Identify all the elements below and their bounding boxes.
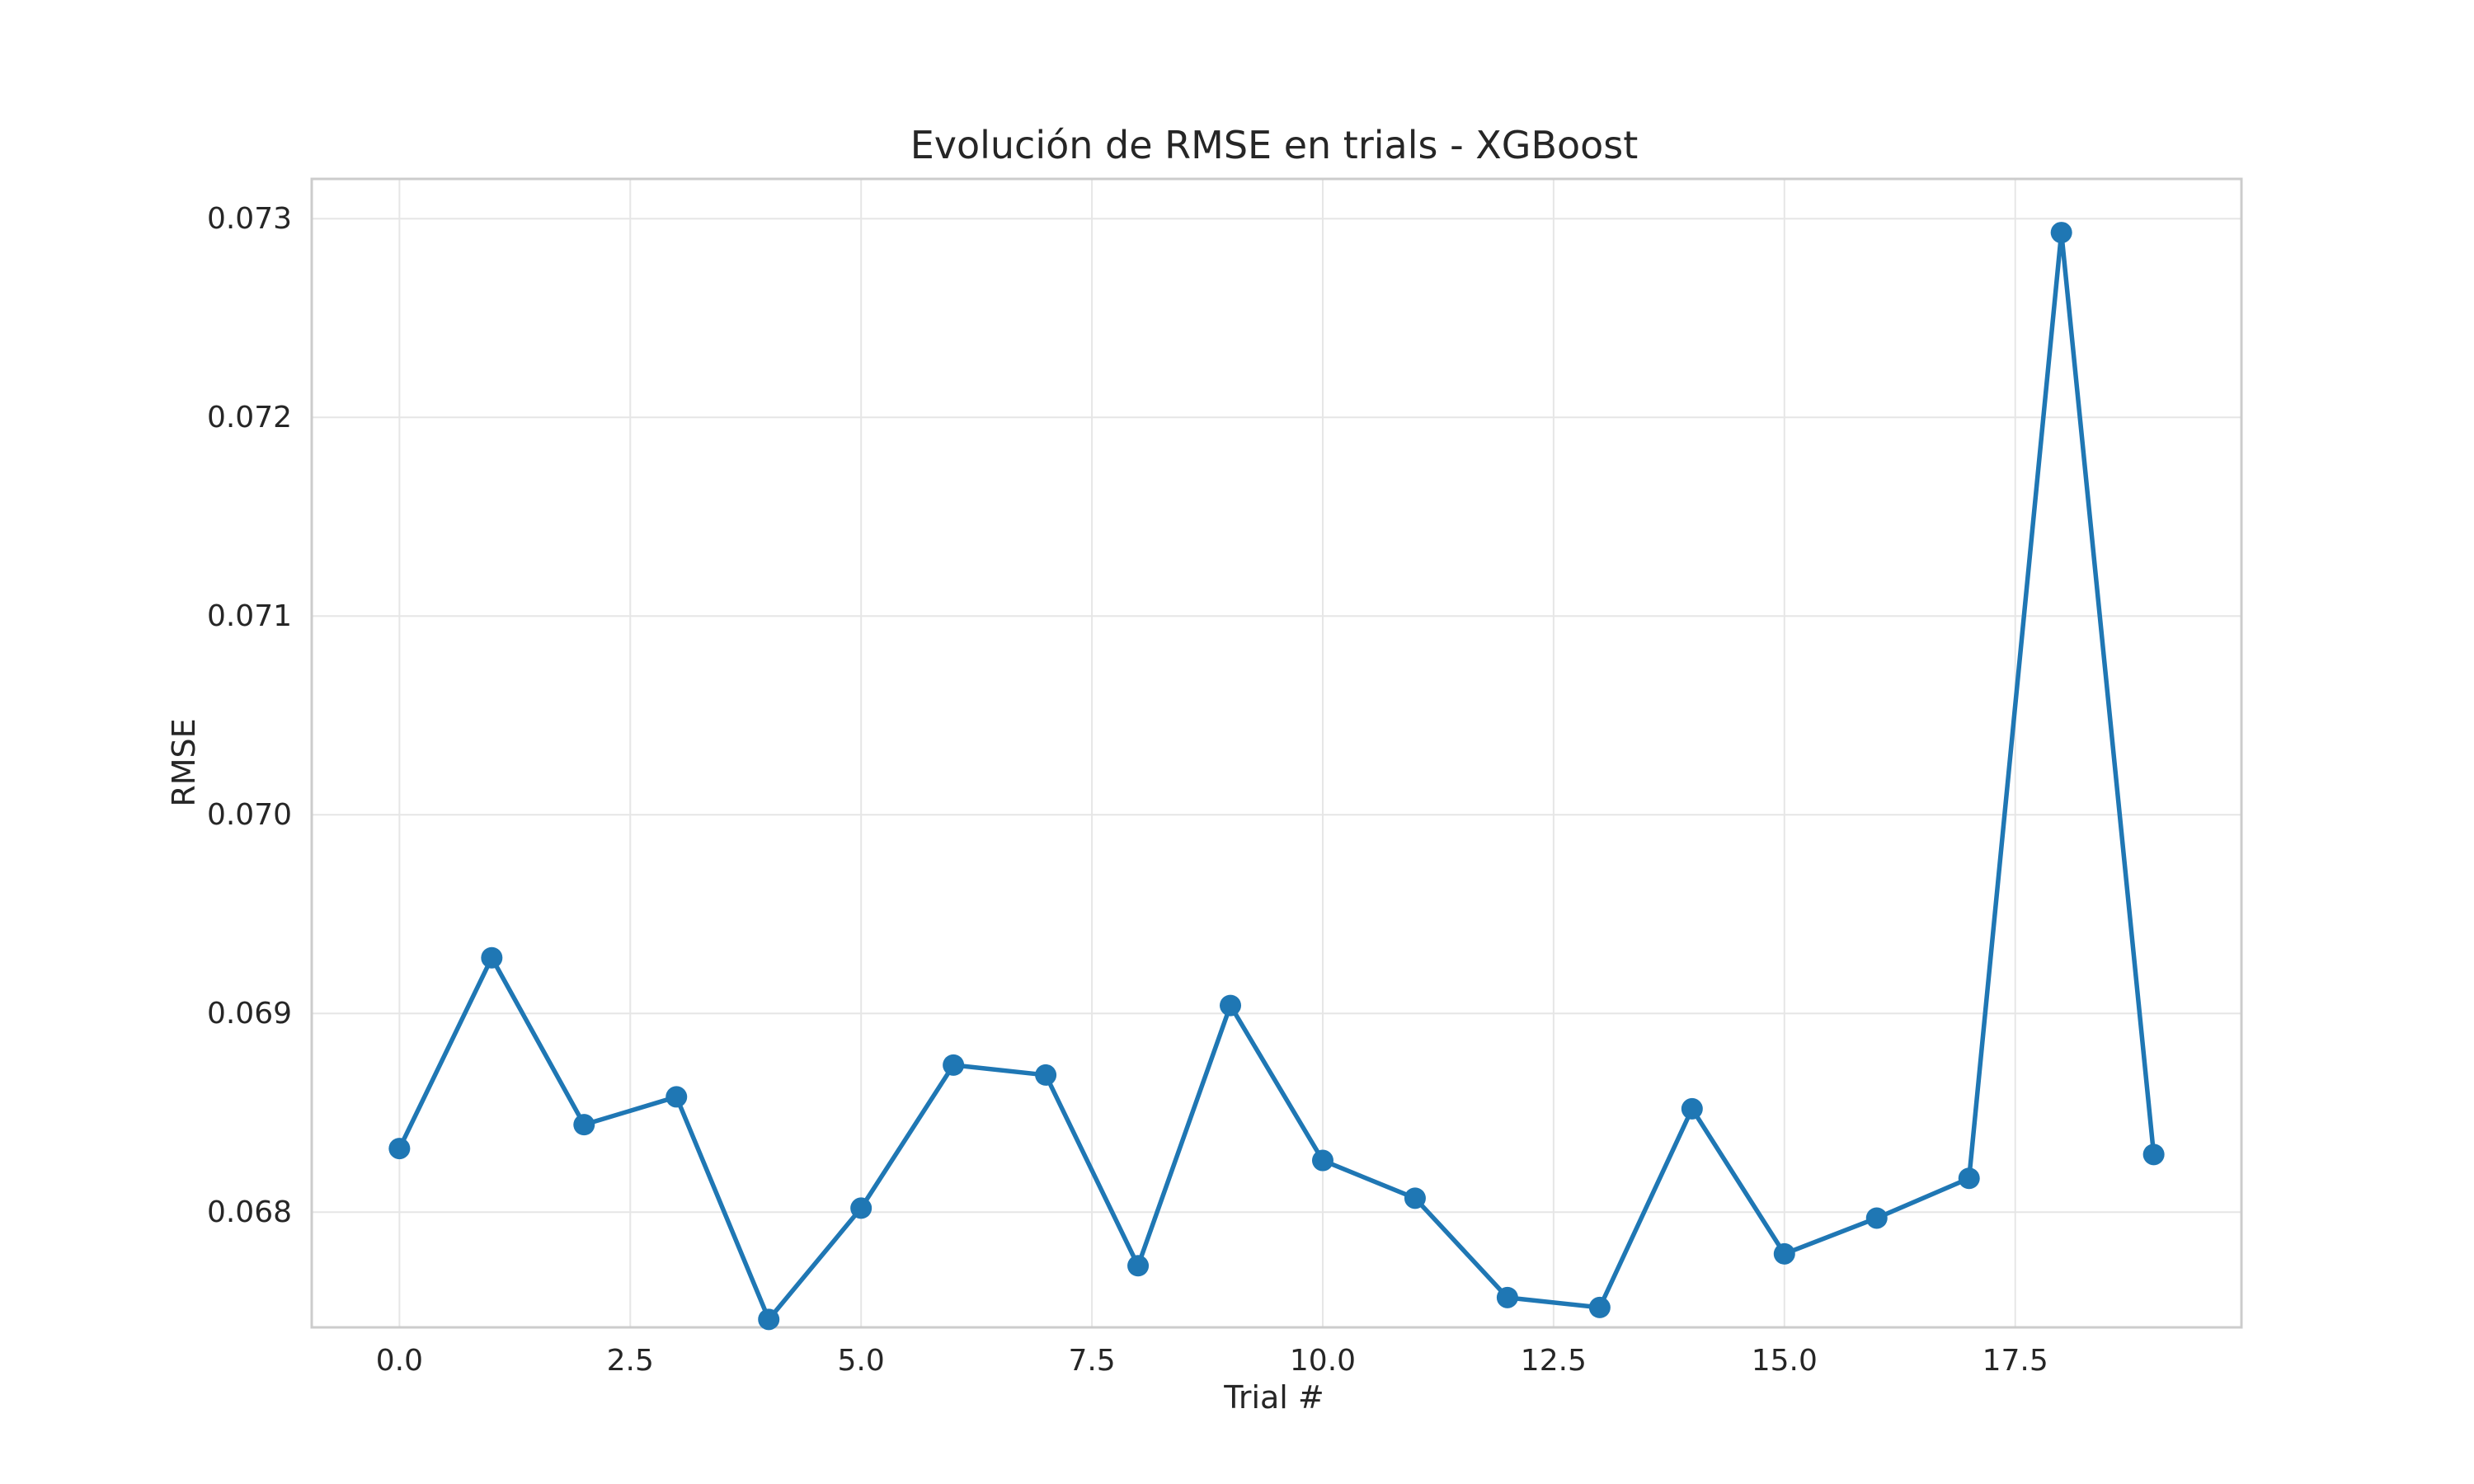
y-tick-label: 0.069 [207, 997, 292, 1031]
data-point [1681, 1097, 1703, 1120]
y-tick-label: 0.068 [207, 1195, 292, 1229]
data-point [2142, 1144, 2165, 1166]
tick-labels: 0.0 2.5 5.0 7.5 10.0 12.5 15.0 17.5 0.068 0.069 0.… [207, 202, 2048, 1378]
y-tick-label: 0.071 [207, 599, 292, 633]
x-tick-label: 12.5 [1521, 1344, 1587, 1378]
y-tick-label: 0.073 [207, 202, 292, 236]
grid-lines [312, 179, 2241, 1327]
data-point [758, 1308, 780, 1331]
x-tick-label: 2.5 [607, 1344, 654, 1378]
x-tick-label: 0.0 [376, 1344, 423, 1378]
data-point [1127, 1255, 1150, 1277]
data-point [481, 946, 503, 969]
data-point [850, 1197, 872, 1219]
x-tick-label: 10.0 [1290, 1344, 1356, 1378]
x-tick-label: 17.5 [1982, 1344, 2048, 1378]
plot-area-frame [310, 177, 2243, 1329]
y-tick-label: 0.072 [207, 401, 292, 434]
data-point [1773, 1242, 1795, 1265]
data-point [1220, 994, 1242, 1017]
data-point [943, 1054, 965, 1076]
x-tick-label: 5.0 [838, 1344, 885, 1378]
data-point [1035, 1064, 1057, 1086]
data-point [1958, 1167, 1980, 1190]
x-tick-label: 7.5 [1068, 1344, 1115, 1378]
data-point [573, 1114, 595, 1136]
chart-title: Evolución de RMSE en trials - XGBoost [910, 123, 1639, 167]
data-point [1311, 1149, 1333, 1172]
y-tick-label: 0.070 [207, 798, 292, 832]
data-point [388, 1138, 411, 1160]
data-point [1865, 1207, 1888, 1229]
data-point [1588, 1296, 1611, 1318]
data-point [1404, 1187, 1426, 1209]
series-layer [388, 222, 2165, 1331]
data-point [2050, 222, 2072, 244]
y-axis-label: RMSE [166, 718, 202, 806]
x-axis-label: Trial # [1223, 1379, 1324, 1416]
x-tick-label: 15.0 [1752, 1344, 1818, 1378]
data-point [666, 1086, 688, 1108]
series-line [397, 230, 2157, 1322]
data-point [1496, 1286, 1518, 1308]
